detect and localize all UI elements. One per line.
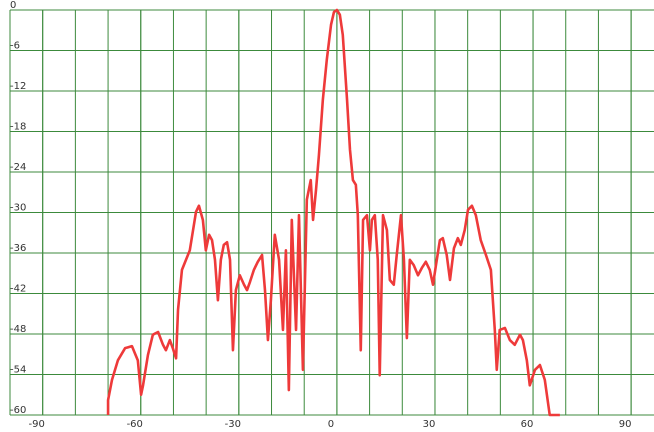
x-tick-label: 90 (619, 419, 632, 430)
y-tick-label: -60 (10, 405, 26, 416)
y-tick-label: -18 (10, 122, 26, 133)
y-tick-label: -30 (10, 203, 26, 214)
x-tick-label: -60 (127, 419, 143, 430)
y-tick-label: -6 (10, 41, 20, 52)
x-tick-label: 0 (328, 419, 334, 430)
y-tick-label: -42 (10, 284, 26, 295)
x-tick-label: 30 (423, 419, 436, 430)
y-tick-label: -36 (10, 243, 26, 254)
y-tick-label: -12 (10, 81, 26, 92)
x-tick-label: -30 (225, 419, 241, 430)
y-tick-label: -54 (10, 365, 26, 376)
x-tick-label: -90 (29, 419, 45, 430)
y-tick-label: -48 (10, 324, 26, 335)
data-line (106, 8, 560, 417)
y-tick-label: -24 (10, 162, 26, 173)
x-tick-label: 60 (521, 419, 534, 430)
y-tick-label: 0 (10, 0, 16, 11)
